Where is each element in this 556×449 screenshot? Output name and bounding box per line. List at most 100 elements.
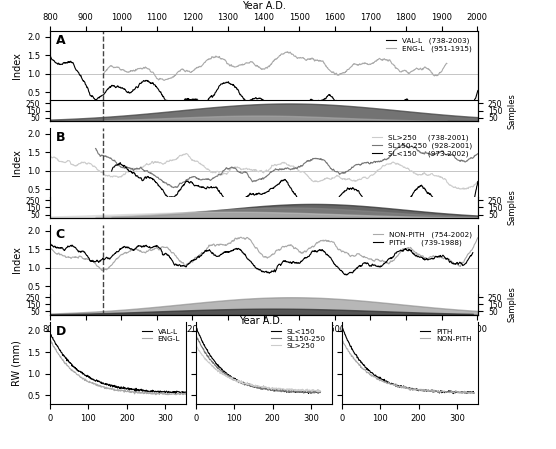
Line: SL>250     (738-2001): SL>250 (738-2001) (28, 147, 478, 189)
Legend: PITH, NON-PITH: PITH, NON-PITH (417, 326, 475, 345)
NON-PITH   (754-2002) (397, 249, 404, 255)
SL150-250 (207, 357, 214, 362)
SL150-250 (226, 376, 233, 381)
PITH (450, 391, 456, 396)
Line: VAL-L   (738-2003): VAL-L (738-2003) (28, 47, 478, 129)
ENG-L   (951-1915) (194, 65, 201, 70)
ENG-L   (951-1915) (185, 68, 191, 74)
PITH       (739-1988) (141, 244, 148, 249)
ENG-L (95, 383, 101, 388)
SL150-250  (928-2001) (474, 151, 481, 157)
ENG-L   (951-1915) (284, 49, 290, 55)
VAL-L (177, 390, 184, 396)
NON-PITH (340, 340, 347, 346)
VAL-L   (738-2003) (365, 114, 372, 119)
VAL-L (47, 331, 53, 336)
SL150-250 (217, 367, 224, 373)
SL>250 (217, 370, 224, 375)
PITH       (739-1988) (32, 235, 39, 240)
Y-axis label: Samples: Samples (508, 286, 517, 322)
SL150-250 (301, 389, 307, 395)
Legend: SL<150, SL150-250, SL>250: SL<150, SL150-250, SL>250 (268, 326, 329, 352)
PITH       (739-1988) (469, 250, 476, 255)
NON-PITH   (754-2002) (237, 234, 244, 240)
SL>250     (738-2001) (373, 170, 379, 175)
ENG-L   (951-1915) (219, 56, 226, 61)
SL150-250  (928-2001) (146, 170, 152, 175)
SL150-250 (317, 389, 324, 395)
NON-PITH (451, 391, 458, 396)
Y-axis label: Samples: Samples (508, 189, 517, 225)
SL>250 (226, 376, 233, 381)
VAL-L   (738-2003) (457, 126, 464, 132)
PITH (359, 360, 365, 365)
SL<150     (973-2002) (463, 221, 469, 226)
SL>250     (738-2001) (24, 145, 31, 150)
SL150-250  (928-2001) (92, 146, 99, 151)
ENG-L (92, 383, 99, 388)
VAL-L   (738-2003) (161, 96, 167, 101)
PITH       (739-1988) (132, 246, 139, 251)
VAL-L   (738-2003) (24, 50, 31, 55)
VAL-L   (738-2003) (93, 97, 100, 102)
VAL-L   (738-2003) (203, 99, 210, 104)
Line: VAL-L: VAL-L (50, 334, 188, 393)
SL<150 (317, 389, 324, 394)
Text: D: D (56, 325, 66, 338)
NON-PITH (376, 377, 383, 383)
SL<150 (207, 353, 214, 359)
SL<150     (973-2002) (108, 168, 115, 174)
ENG-L   (951-1915) (444, 61, 450, 66)
VAL-L   (738-2003) (475, 88, 481, 93)
PITH       (739-1988) (245, 256, 251, 262)
SL>250     (738-2001) (351, 178, 358, 183)
ENG-L (183, 392, 190, 397)
SL<150     (973-2002) (223, 197, 230, 202)
NON-PITH   (754-2002) (158, 245, 165, 250)
Line: SL150-250  (928-2001): SL150-250 (928-2001) (96, 145, 478, 188)
SL>250 (207, 361, 214, 367)
PITH (340, 326, 346, 332)
SL<150 (217, 365, 224, 371)
Line: SL>250: SL>250 (196, 345, 320, 392)
NON-PITH   (754-2002) (474, 235, 481, 240)
SL150-250 (304, 389, 310, 395)
ENG-L (47, 337, 53, 343)
SL<150     (973-2002) (419, 184, 426, 189)
SL<150     (973-2002) (246, 192, 253, 197)
Line: PITH: PITH (342, 326, 474, 394)
SL>250     (738-2001) (388, 161, 394, 166)
Text: Year A.D.: Year A.D. (240, 316, 283, 326)
SL150-250  (928-2001) (194, 176, 201, 181)
PITH (339, 324, 345, 329)
Y-axis label: Index: Index (12, 246, 22, 273)
NON-PITH   (754-2002) (337, 247, 344, 252)
X-axis label: Year A.D.: Year A.D. (242, 0, 286, 10)
VAL-L (172, 391, 179, 396)
VAL-L (185, 390, 191, 396)
SL>250 (315, 389, 322, 395)
ENG-L   (951-1915) (265, 64, 271, 70)
SL>250     (738-2001) (325, 176, 331, 181)
NON-PITH (371, 374, 378, 379)
SL150-250  (928-2001) (228, 165, 235, 170)
SL>250     (738-2001) (310, 179, 316, 184)
Line: NON-PITH   (754-2002): NON-PITH (754-2002) (34, 237, 478, 271)
Legend: SL>250     (738-2001), SL150-250  (928-2001), SL<150     (973-2002): SL>250 (738-2001), SL150-250 (928-2001),… (369, 132, 475, 159)
Text: B: B (56, 131, 65, 144)
Y-axis label: Index: Index (12, 149, 22, 176)
Line: SL<150     (973-2002): SL<150 (973-2002) (112, 163, 478, 224)
PITH       (739-1988) (261, 269, 267, 275)
SL>250 (192, 343, 199, 348)
PITH (470, 390, 477, 396)
SL<150     (973-2002) (149, 176, 156, 181)
ENG-L (88, 380, 95, 386)
SL150-250  (928-2001) (324, 161, 331, 166)
NON-PITH (420, 387, 426, 393)
SL>250     (738-2001) (460, 187, 467, 192)
NON-PITH (339, 337, 345, 342)
SL150-250 (217, 367, 224, 373)
NON-PITH   (754-2002) (31, 251, 37, 256)
PITH (376, 376, 383, 381)
SL150-250 (192, 332, 199, 338)
